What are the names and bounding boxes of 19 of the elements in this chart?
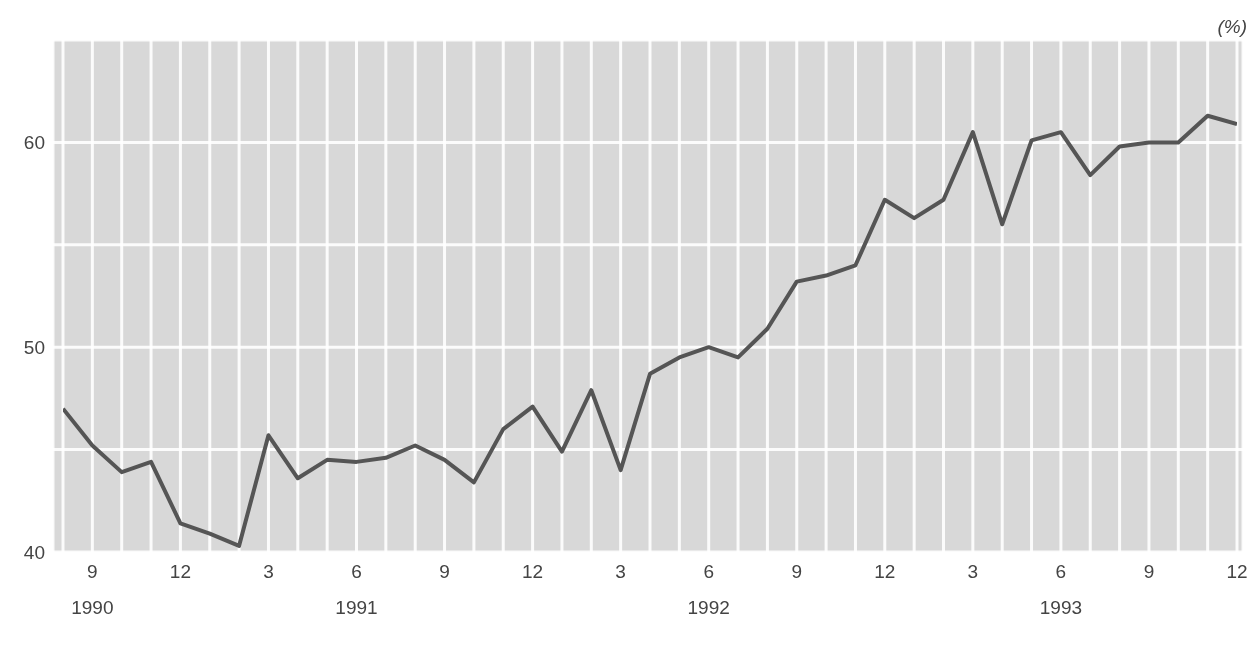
line-series xyxy=(63,113,1237,548)
x-tick-label: 12 xyxy=(1226,561,1248,582)
y-tick-label: 40 xyxy=(23,541,45,563)
x-tick-label: 9 xyxy=(439,561,450,582)
x-tick-label: 3 xyxy=(967,561,979,582)
x-tick-label: 12 xyxy=(169,561,191,582)
x-tick-label: 3 xyxy=(263,561,274,582)
x-tick-label: 6 1992 xyxy=(687,561,730,618)
x-tick-label: 6 1993 xyxy=(1039,561,1083,618)
x-tick-label: 12 xyxy=(522,561,544,582)
x-tick-label: 12 xyxy=(874,561,896,582)
y-tick-label: 50 xyxy=(23,336,45,358)
y-tick-label: 60 xyxy=(23,132,45,154)
x-tick-label: 3 xyxy=(615,561,626,582)
x-tick-label: 9 xyxy=(1143,561,1155,582)
y-axis-title: (%) xyxy=(1217,16,1247,38)
x-tick-label: 9 xyxy=(791,561,803,582)
x-tick-label: 6 1991 xyxy=(335,561,378,618)
x-tick-label: 9 1990 xyxy=(71,561,114,618)
